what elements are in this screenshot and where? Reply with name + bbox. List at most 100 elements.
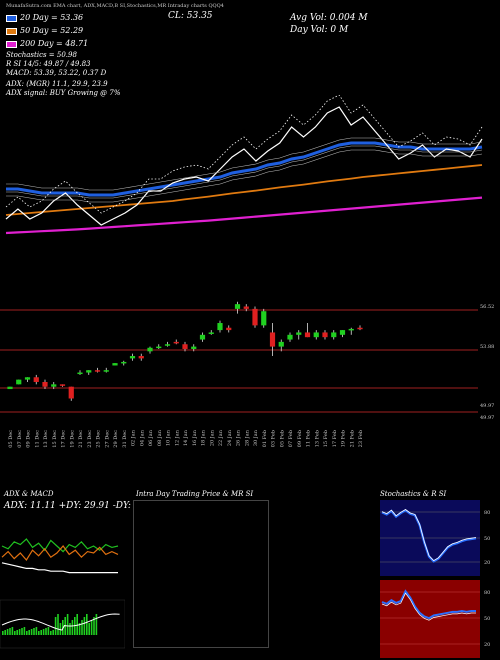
stoch-rsi-chart: 80 50 20 80 50 20 [380, 500, 490, 658]
legend-ema20: 20 Day = 53.36 [6, 13, 83, 22]
candle-body [51, 384, 57, 387]
macd-histogram-bar [54, 617, 57, 635]
macd-value: MACD: 53.39, 53.22, 0.37 D [6, 69, 107, 77]
date-tick-label: 11 Feb [306, 430, 312, 447]
legend-ema200: 200 Day = 48.71 [6, 39, 88, 48]
macd-histogram-bar [16, 630, 18, 635]
macd-histogram-bar [40, 630, 42, 635]
date-tick-label: 05 Dec [8, 430, 14, 448]
date-tick-label: 15 Feb [323, 430, 329, 447]
date-tick-label: 13 Dec [43, 430, 49, 448]
date-tick-label: 24 Jan [227, 429, 233, 446]
stoch-tick-label: 80 [484, 510, 490, 516]
date-tick-label: 02 Jan [131, 429, 137, 446]
ema50-label: 50 Day = 52.29 [20, 26, 84, 35]
candle-body [234, 304, 241, 309]
macd-histogram-bar [11, 627, 14, 635]
macd-histogram-bar [14, 631, 16, 635]
ema200-swatch [6, 40, 17, 48]
macd-histogram-bar [23, 627, 26, 635]
candle-body [199, 334, 206, 340]
date-tick-label: 30 Jan [253, 429, 259, 446]
adx-series-line-1 [1, 545, 119, 562]
adx-value: ADX: (MGR) 11.1, 29.9, 23.9 [6, 80, 108, 88]
date-tick-label: 18 Jan [201, 429, 207, 446]
stoch-rsi-title: Stochastics & R SI [380, 490, 447, 498]
price-line [5, 106, 483, 226]
ema20-line [6, 141, 483, 197]
candle-body [164, 344, 171, 346]
date-tick-label: 17 Feb [332, 430, 338, 447]
macd-histogram-bar [83, 617, 86, 635]
macd-histogram-bar [2, 631, 4, 635]
macd-histogram-bar [38, 631, 40, 635]
date-tick-label: 05 Feb [279, 430, 285, 447]
rsi-line [381, 589, 476, 620]
date-tick-label: 17 Dec [61, 430, 67, 448]
macd-histogram-bar [6, 629, 9, 635]
rsi-tick-label: 20 [484, 642, 490, 648]
candle-body [339, 330, 346, 335]
header-title: MunafaSutra.com EMA chart, ADX,MACD,B SI… [6, 3, 224, 9]
date-tick-label: 26 Jan [236, 429, 242, 446]
adx-macd-title: ADX & MACD [4, 490, 54, 498]
day-volume: Day Vol: 0 M [290, 25, 349, 35]
rsi-value: R SI 14/5: 49.87 / 49.83 [6, 60, 91, 68]
candle-body [103, 370, 109, 372]
candle-body [156, 346, 162, 349]
candle-body [59, 384, 66, 386]
ema200-line [5, 196, 483, 235]
stochastics-value: Stochastics = 50.98 [6, 51, 77, 59]
candle-body [33, 377, 39, 382]
macd-histogram-bar [30, 629, 33, 635]
date-tick-label: 07 Feb [288, 430, 294, 447]
rsi-tick-label: 50 [484, 616, 490, 622]
macd-histogram-bar [59, 623, 62, 635]
macd-histogram-bar [18, 629, 21, 635]
macd-histogram-bar [35, 627, 38, 635]
macd-histogram-bar [76, 614, 78, 635]
macd-histogram-bar [78, 623, 81, 635]
macd-histogram-bar [4, 630, 6, 635]
date-tick-label: 29 Dec [113, 430, 119, 448]
date-tick-label: 09 Feb [297, 430, 303, 447]
stochastics-signal-line [381, 509, 477, 562]
level-label-2: 49.97 [480, 403, 494, 409]
candle-body [129, 356, 136, 359]
candle-body [304, 332, 311, 338]
candle-body [24, 377, 31, 380]
macd-histogram-bar [33, 628, 35, 635]
candle-body [138, 356, 144, 359]
candle-body [243, 306, 249, 309]
macd-histogram-bar [81, 620, 83, 635]
level-label-3: 49.97 [480, 415, 494, 421]
candle-body [217, 323, 223, 331]
macd-histogram-bar [62, 620, 64, 635]
candle-body [191, 346, 197, 349]
date-tick-label: 09 Dec [26, 430, 32, 448]
candle-body [121, 361, 127, 364]
macd-histogram-bar [57, 614, 59, 635]
stoch-tick-label: 20 [484, 560, 490, 566]
date-tick-label: 28 Jan [244, 429, 250, 446]
date-tick-label: 15 Dec [52, 430, 58, 448]
candle-body [313, 332, 319, 338]
macd-histogram-bar [88, 623, 90, 635]
candle-body [42, 381, 48, 387]
macd-histogram-bar [26, 631, 28, 635]
adx-macd-chart [0, 510, 125, 649]
candle-body [269, 332, 276, 347]
avg-volume: Avg Vol: 0.004 M [290, 13, 368, 23]
macd-histogram-bar [9, 628, 11, 635]
macd-line [1, 613, 120, 631]
rsi-signal-line [381, 592, 476, 621]
ema-chart [5, 95, 483, 235]
candle-body [278, 341, 284, 347]
date-tick-label: 06 Jan [148, 429, 154, 446]
macd-histogram-bar [93, 617, 95, 635]
candle-body [147, 347, 153, 352]
envelope-line-0 [6, 137, 483, 191]
rsi-bg [380, 580, 480, 658]
date-tick-label: 08 Jan [157, 429, 163, 446]
adx-signal: ADX signal: BUY Growing @ 7% [6, 89, 121, 97]
